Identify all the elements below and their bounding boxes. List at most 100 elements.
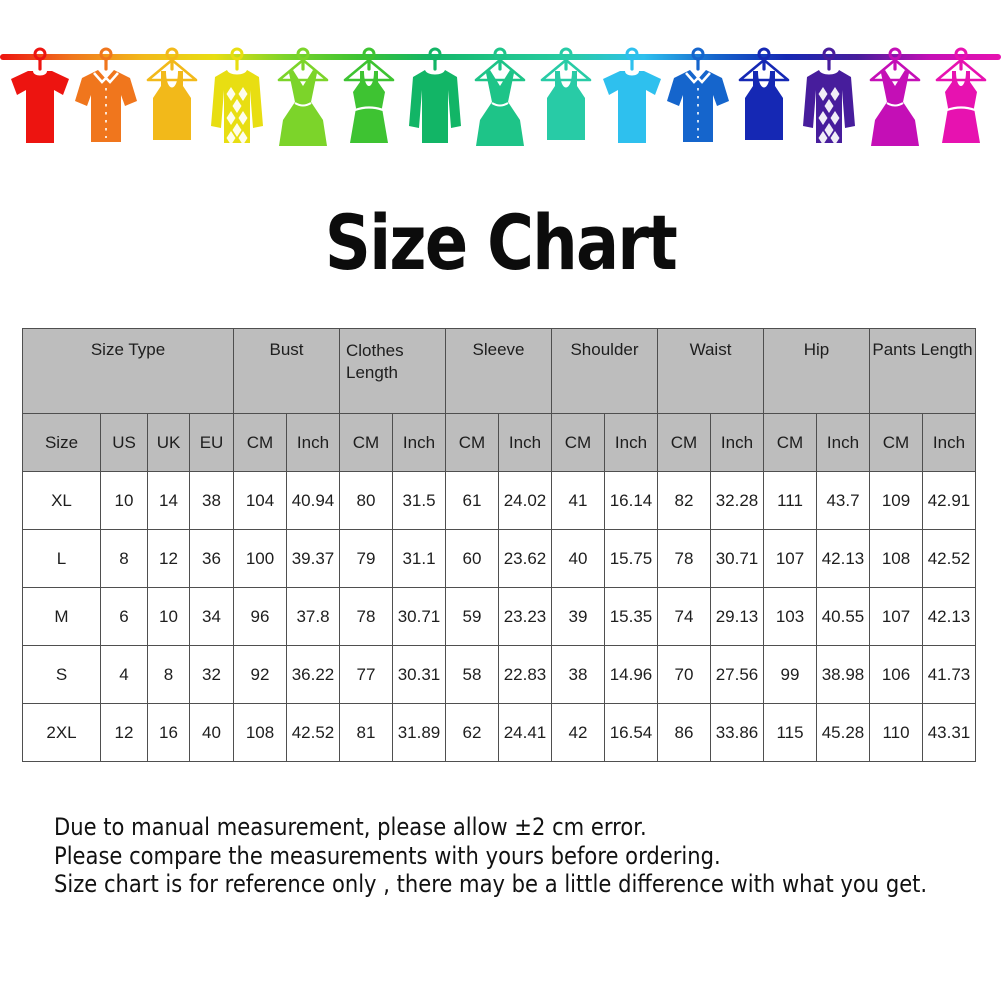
measurement-cell: 100 (233, 529, 287, 588)
measurement-cell: 70 (657, 645, 711, 704)
measurement-cell: 77 (339, 645, 393, 704)
measurement-cell: 4 (100, 645, 148, 704)
green-sweater-icon (403, 46, 467, 164)
measurement-cell: 8 (100, 529, 148, 588)
measurement-cell: 23.62 (498, 529, 552, 588)
purple-argyle-sweater-icon (797, 46, 861, 164)
table-row-size-m: M 6 10 34 96 37.8 78 30.71 59 23.23 39 15.35 74 29.13… (22, 587, 976, 646)
subheader-2-uk: UK (147, 413, 190, 472)
subheader-17-inch: Inch (922, 413, 976, 472)
measurement-cell: 40 (189, 703, 234, 762)
size-label-cell: S (22, 645, 101, 704)
measurement-cell: 29.13 (710, 587, 764, 646)
measurement-cell: 15.35 (604, 587, 658, 646)
measurement-cell: 103 (763, 587, 817, 646)
measurement-cell: 33.86 (710, 703, 764, 762)
measurement-cell: 31.5 (392, 471, 446, 530)
measurement-cell: 38 (189, 471, 234, 530)
measurement-cell: 30.71 (392, 587, 446, 646)
measurement-cell: 36.22 (286, 645, 340, 704)
page-title: Size Chart (324, 198, 678, 287)
measurement-cell: 23.23 (498, 587, 552, 646)
size-table-body: XL 10 14 38 104 40.94 80 31.5 61 24.02 41 16.14 82 32… (22, 471, 976, 762)
subheader-1-us: US (100, 413, 148, 472)
measurement-cell: 16.54 (604, 703, 658, 762)
measurement-cell: 14.96 (604, 645, 658, 704)
size-table: Size Type Bust Clothes Length Sleeve Shoulde… (22, 328, 976, 762)
measurement-cell: 106 (869, 645, 923, 704)
column-group-clothes-length: Clothes Length (339, 328, 446, 414)
subheader-3-eu: EU (189, 413, 234, 472)
measurement-cell: 43.7 (816, 471, 870, 530)
measurement-cell: 42.91 (922, 471, 976, 530)
measurement-cell: 92 (233, 645, 287, 704)
measurement-cell: 12 (147, 529, 190, 588)
measurement-cell: 39.37 (286, 529, 340, 588)
measurement-cell: 10 (147, 587, 190, 646)
measurement-cell: 24.41 (498, 703, 552, 762)
column-group-row: Size Type Bust Clothes Length Sleeve Shoulde… (22, 328, 976, 414)
note-measurement-error: Due to manual measurement, please allow … (54, 813, 647, 841)
blue-shirt-icon (666, 46, 730, 164)
measurement-cell: 86 (657, 703, 711, 762)
measurement-cell: 14 (147, 471, 190, 530)
disclaimer-notes: Due to manual measurement, please allow … (54, 813, 994, 899)
table-row-size-2xl: 2XL 12 16 40 108 42.52 81 31.89 62 24.41 42 16.54 86… (22, 703, 976, 762)
size-table-header: Size Type Bust Clothes Length Sleeve Shoulde… (22, 328, 976, 472)
subheader-12-cm: CM (657, 413, 711, 472)
size-label-cell: M (22, 587, 101, 646)
note-compare-measurements: Please compare the measurements with you… (54, 841, 721, 870)
clothesline-rod (0, 54, 1001, 60)
measurement-cell: 32.28 (710, 471, 764, 530)
subheader-8-cm: CM (445, 413, 499, 472)
measurement-cell: 107 (763, 529, 817, 588)
measurement-cell: 108 (869, 529, 923, 588)
table-row-size-s: S 4 8 32 92 36.22 77 30.31 58 22.83 38 14.96 70 27.56… (22, 645, 976, 704)
measurement-cell: 37.8 (286, 587, 340, 646)
subheader-5-inch: Inch (286, 413, 340, 472)
measurement-cell: 79 (339, 529, 393, 588)
measurement-cell: 60 (445, 529, 499, 588)
measurement-cell: 109 (869, 471, 923, 530)
column-group-waist: Waist (657, 328, 764, 414)
measurement-cell: 45.28 (816, 703, 870, 762)
column-subheader-row: Size US UK EU CM Inch CM Inch CM Inch CM Inch CM Inch… (22, 413, 976, 472)
measurement-cell: 42.13 (816, 529, 870, 588)
measurement-cell: 40 (551, 529, 605, 588)
size-label-cell: XL (22, 471, 101, 530)
measurement-cell: 61 (445, 471, 499, 530)
measurement-cell: 31.89 (392, 703, 446, 762)
measurement-cell: 43.31 (922, 703, 976, 762)
subheader-0-size: Size (22, 413, 101, 472)
measurement-cell: 36 (189, 529, 234, 588)
column-group-hip: Hip (763, 328, 870, 414)
measurement-cell: 8 (147, 645, 190, 704)
column-group-bust: Bust (233, 328, 340, 414)
cyan-tshirt-icon (600, 46, 664, 164)
orange-shirt-icon (74, 46, 138, 164)
teal-tank-top-icon (534, 46, 598, 164)
subheader-13-inch: Inch (710, 413, 764, 472)
measurement-cell: 40.94 (286, 471, 340, 530)
subheader-14-cm: CM (763, 413, 817, 472)
measurement-cell: 30.31 (392, 645, 446, 704)
yellow-argyle-sweater-icon (205, 46, 269, 164)
measurement-cell: 42.52 (286, 703, 340, 762)
measurement-cell: 16.14 (604, 471, 658, 530)
measurement-cell: 31.1 (392, 529, 446, 588)
measurement-cell: 108 (233, 703, 287, 762)
measurement-cell: 96 (233, 587, 287, 646)
measurement-cell: 12 (100, 703, 148, 762)
measurement-cell: 115 (763, 703, 817, 762)
measurement-cell: 40.55 (816, 587, 870, 646)
measurement-cell: 78 (657, 529, 711, 588)
green-tank-dress-icon (337, 46, 401, 164)
size-label-cell: 2XL (22, 703, 101, 762)
column-group-size-type: Size Type (22, 328, 234, 414)
measurement-cell: 22.83 (498, 645, 552, 704)
subheader-6-cm: CM (339, 413, 393, 472)
measurement-cell: 99 (763, 645, 817, 704)
subheader-9-inch: Inch (498, 413, 552, 472)
teal-dress-icon (468, 46, 532, 164)
measurement-cell: 42.13 (922, 587, 976, 646)
